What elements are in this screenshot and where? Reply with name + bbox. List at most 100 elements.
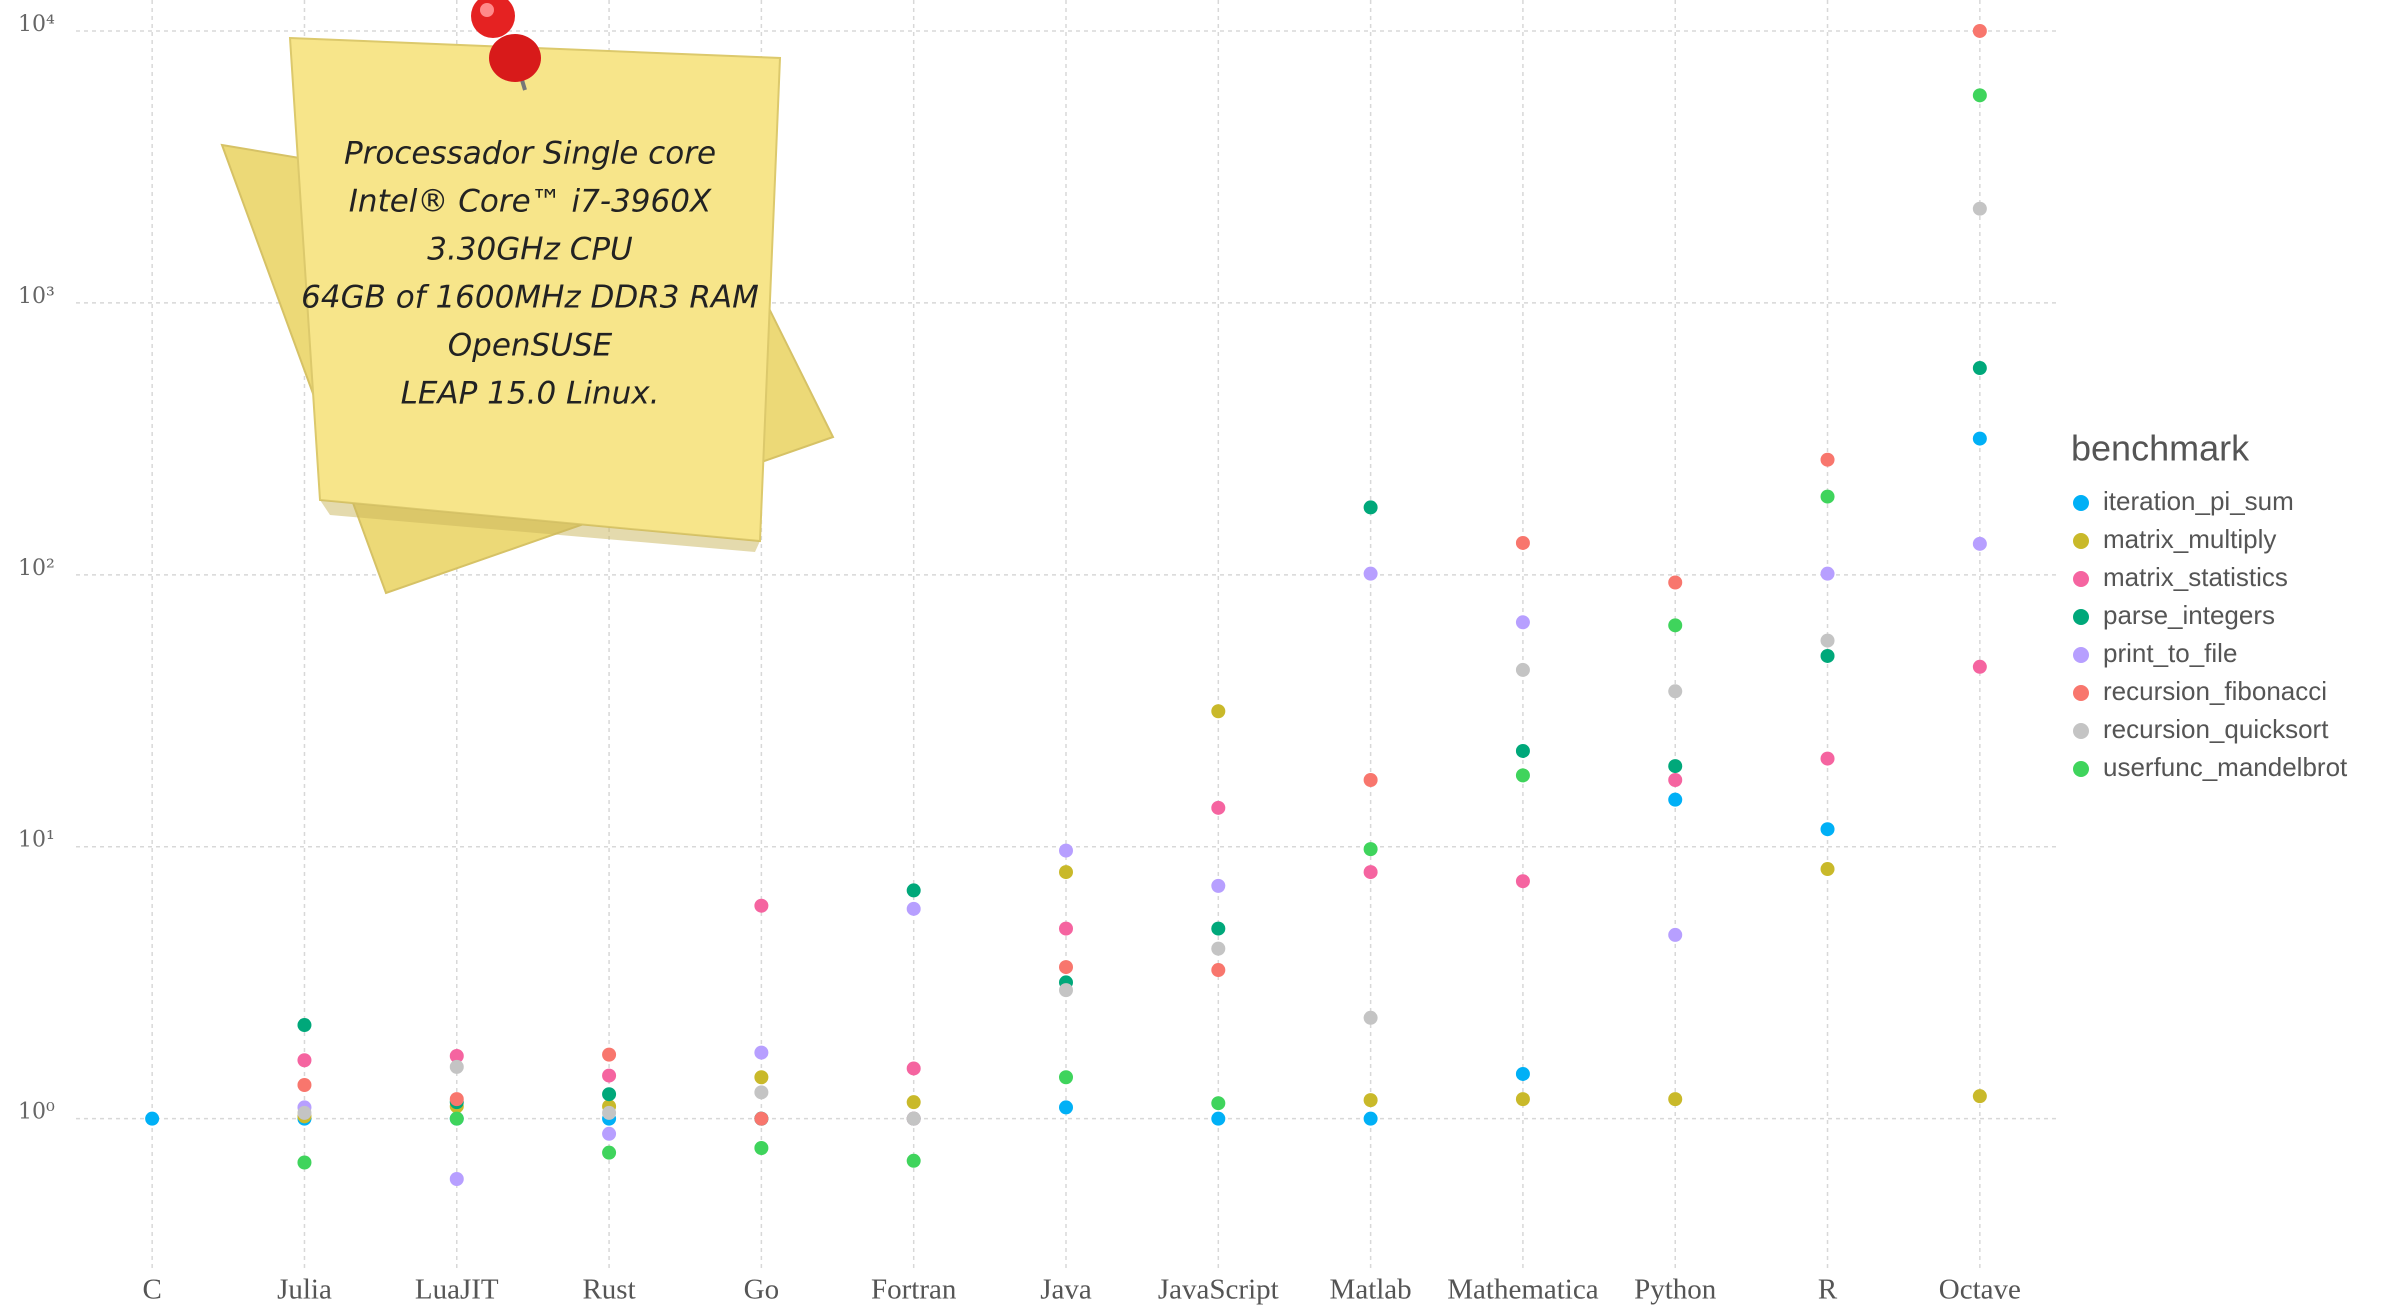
point bbox=[1972, 88, 1987, 103]
point bbox=[906, 1153, 921, 1168]
note-line: 3.30GHz CPU bbox=[427, 232, 633, 268]
point bbox=[1972, 659, 1987, 674]
point bbox=[754, 1141, 769, 1156]
x-tick-label: LuaJIT bbox=[415, 1274, 499, 1306]
point bbox=[1363, 865, 1378, 880]
point bbox=[1972, 23, 1987, 38]
point bbox=[1363, 566, 1378, 581]
point bbox=[1515, 768, 1530, 783]
point bbox=[1820, 489, 1835, 504]
point bbox=[1515, 662, 1530, 677]
point bbox=[297, 1105, 312, 1120]
point bbox=[1972, 536, 1987, 551]
point bbox=[1515, 743, 1530, 758]
x-tick-label: JavaScript bbox=[1158, 1274, 1279, 1306]
point bbox=[1059, 843, 1073, 858]
point bbox=[449, 1059, 464, 1074]
point bbox=[1059, 1070, 1073, 1085]
point bbox=[1820, 751, 1835, 766]
pin-body bbox=[489, 34, 541, 82]
point bbox=[1515, 1066, 1530, 1081]
point bbox=[602, 1105, 617, 1120]
point bbox=[1211, 1111, 1226, 1126]
point bbox=[449, 1049, 464, 1064]
point bbox=[1211, 963, 1226, 978]
legend-label: parse_integers bbox=[2103, 600, 2275, 630]
point bbox=[1211, 941, 1226, 956]
note-line: 64GB of 1600MHz DDR3 RAM bbox=[301, 280, 759, 316]
note-line: LEAP 15.0 Linux. bbox=[401, 376, 660, 412]
point bbox=[754, 1070, 769, 1085]
point bbox=[906, 1061, 921, 1076]
point bbox=[297, 1053, 312, 1068]
point bbox=[1972, 361, 1987, 376]
pin-head bbox=[471, 0, 515, 38]
point bbox=[602, 1126, 617, 1141]
x-tick-label: Java bbox=[1040, 1274, 1092, 1306]
x-tick-label: Mathematica bbox=[1447, 1274, 1599, 1306]
point bbox=[1668, 792, 1683, 807]
point bbox=[602, 1047, 617, 1062]
point bbox=[754, 1111, 769, 1126]
point bbox=[1668, 759, 1683, 774]
legend-label: print_to_file bbox=[2103, 638, 2237, 668]
point bbox=[1363, 1010, 1378, 1025]
y-tick-label: 10⁰ bbox=[18, 1100, 55, 1125]
point bbox=[1515, 874, 1530, 889]
point bbox=[1363, 772, 1378, 787]
point bbox=[449, 1092, 464, 1107]
legend-swatch bbox=[2073, 571, 2089, 587]
point bbox=[145, 1111, 160, 1126]
y-tick-label: 10¹ bbox=[18, 828, 55, 853]
legend-swatch bbox=[2073, 609, 2089, 625]
point bbox=[1059, 921, 1073, 936]
point bbox=[906, 1095, 921, 1110]
point bbox=[906, 901, 921, 916]
point bbox=[1972, 201, 1987, 216]
y-tick-label: 10² bbox=[18, 556, 55, 581]
legend-label: matrix_statistics bbox=[2103, 562, 2288, 592]
legend-label: recursion_quicksort bbox=[2103, 714, 2329, 744]
point bbox=[1972, 431, 1987, 446]
note-shadow bbox=[320, 500, 760, 552]
point bbox=[1515, 615, 1530, 630]
legend-swatch bbox=[2073, 723, 2089, 739]
legend-label: iteration_pi_sum bbox=[2103, 486, 2294, 516]
point bbox=[1363, 1111, 1378, 1126]
x-tick-label: Julia bbox=[277, 1274, 332, 1306]
point bbox=[1059, 960, 1073, 975]
note-line: Processador Single core bbox=[344, 136, 716, 172]
legend-label: recursion_fibonacci bbox=[2103, 676, 2327, 706]
point bbox=[1668, 618, 1683, 633]
point bbox=[1820, 648, 1835, 663]
point bbox=[449, 1171, 464, 1186]
point bbox=[1059, 983, 1073, 998]
point bbox=[1668, 684, 1683, 699]
point bbox=[297, 1077, 312, 1092]
point bbox=[906, 883, 921, 898]
point bbox=[297, 1018, 312, 1033]
point bbox=[1668, 1092, 1683, 1107]
sticky-note: Processador Single core Intel® Core™ i7-3… bbox=[220, 0, 835, 595]
point bbox=[1363, 1093, 1378, 1108]
legend-label: matrix_multiply bbox=[2103, 524, 2276, 554]
point bbox=[754, 1085, 769, 1100]
point bbox=[1211, 921, 1226, 936]
x-tick-label: R bbox=[1818, 1274, 1838, 1306]
x-tick-label: C bbox=[142, 1274, 161, 1306]
legend-swatch bbox=[2073, 647, 2089, 663]
point bbox=[1820, 822, 1835, 837]
point bbox=[1668, 927, 1683, 942]
point bbox=[602, 1068, 617, 1083]
point bbox=[1211, 704, 1226, 719]
x-tick-label: Octave bbox=[1939, 1274, 2021, 1306]
point bbox=[1820, 862, 1835, 877]
point bbox=[1820, 452, 1835, 467]
legend-label: userfunc_mandelbrot bbox=[2103, 752, 2348, 782]
point bbox=[1363, 842, 1378, 857]
legend-title: benchmark bbox=[2071, 428, 2250, 469]
point bbox=[1211, 878, 1226, 893]
point bbox=[1820, 566, 1835, 581]
legend-swatch bbox=[2073, 533, 2089, 549]
